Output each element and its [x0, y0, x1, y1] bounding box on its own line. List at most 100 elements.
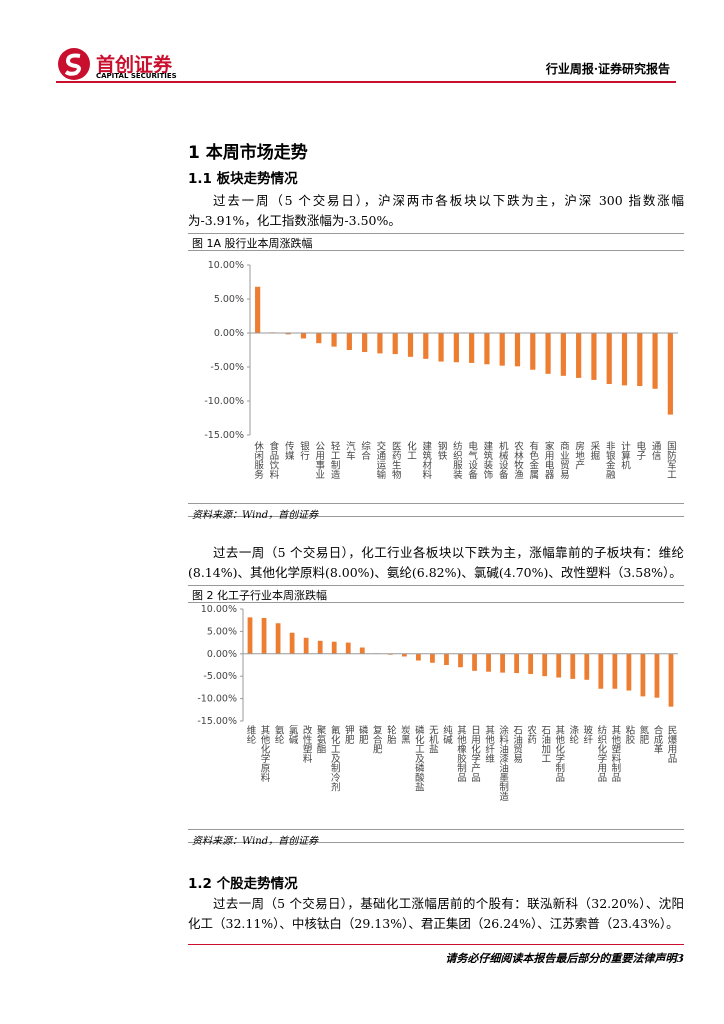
bar — [514, 333, 521, 367]
bar — [438, 333, 444, 362]
x-tick-label: 聚氨酯 — [315, 725, 327, 754]
x-tick-label: 国防军工 — [665, 441, 677, 479]
bar — [392, 333, 398, 355]
x-tick-label: 纺织服装 — [451, 440, 463, 480]
footer: 请务必仔细阅读本报告最后部分的重要法律声明3 — [445, 952, 684, 965]
x-tick-label: 计算机 — [619, 440, 631, 470]
bar — [667, 333, 673, 415]
x-tick-label: 电子 — [634, 440, 646, 460]
bar — [423, 333, 429, 359]
x-tick-label: 涤纶 — [567, 724, 579, 744]
x-tick-label: 其他橡胶制品 — [455, 725, 467, 783]
x-tick-label: 玻纤 — [581, 724, 593, 745]
bar — [377, 333, 383, 354]
y-tick-label: 10.00% — [208, 260, 244, 271]
bar — [598, 653, 604, 689]
bar — [331, 641, 337, 654]
heading: 1 本周市场走势 — [188, 143, 308, 163]
bar — [591, 333, 597, 380]
figure-source: 资料来源：Wind，首创证券 — [188, 829, 684, 849]
bar — [317, 640, 323, 654]
bar — [331, 333, 337, 347]
bar — [514, 653, 520, 674]
paragraph: 过去一周（5 个交易日），基础化工涨幅居前的个股有：联泓新科（32.20%）、沈… — [188, 896, 684, 931]
heading: 1.2 个股走势情况 — [188, 876, 298, 892]
chart: 10.00% 5.00% 0.00% -5.00% -10.00% -15.00% 休闲服务… — [204, 260, 678, 480]
bar — [300, 333, 307, 339]
x-tick-label: 钾肥 — [343, 724, 355, 745]
paragraph: 过去一周（5 个交易日），化工行业各板块以下跌为主，涨幅靠前的子板块有：维纶(8… — [188, 545, 684, 580]
x-tick-label: 氟化工及制冷剂 — [329, 724, 341, 792]
x-tick-label: 家用电器 — [543, 440, 555, 479]
bar — [346, 333, 352, 350]
bar — [637, 333, 643, 387]
x-tick-label: 传媒 — [283, 440, 295, 461]
bar — [484, 333, 490, 365]
x-tick-label: 氯碱 — [287, 724, 299, 745]
y-tick-label: -10.00% — [197, 694, 237, 705]
y-tick-label: -5.00% — [203, 671, 237, 682]
x-tick-label: 涂料油漆油墨制造 — [497, 724, 509, 802]
bar — [654, 653, 660, 698]
bar — [469, 333, 475, 363]
x-tick-label: 综合 — [359, 440, 371, 461]
x-tick-label: 无机盐 — [427, 725, 439, 754]
figure: 图 1A 股行业本周涨跌幅 10.00% 5.00% 0.00% -5.00% -10.… — [188, 233, 684, 521]
bar — [486, 653, 491, 672]
x-tick-label: 纺织化学用品 — [595, 724, 607, 783]
x-tick-label: 有色金属 — [527, 440, 539, 480]
bar — [530, 333, 536, 370]
y-tick-label: 10.00% — [201, 604, 237, 615]
x-tick-label: 其他化学原料 — [259, 725, 271, 783]
y-tick-label: -15.00% — [197, 716, 237, 727]
bar — [528, 653, 534, 674]
bar — [621, 333, 628, 386]
bar — [500, 653, 505, 673]
y-tick-label: 5.00% — [214, 294, 244, 305]
logo-icon — [58, 48, 90, 80]
x-tick-label: 化工 — [405, 440, 417, 460]
x-tick-label: 通信 — [650, 441, 662, 461]
x-tick-label: 其他纤维 — [483, 725, 495, 764]
x-tick-label: 轮胎 — [385, 724, 397, 745]
y-tick-label: 5.00% — [207, 626, 237, 637]
x-tick-label: 汽车 — [344, 440, 356, 461]
bar — [606, 333, 612, 384]
bar — [303, 637, 309, 654]
bar — [545, 333, 551, 374]
y-tick-label: -15.00% — [204, 430, 244, 441]
bar — [458, 653, 463, 668]
bar — [416, 653, 421, 661]
bar — [275, 623, 281, 654]
y-tick-label: -5.00% — [210, 362, 244, 373]
y-tick-label: -10.00% — [204, 396, 244, 407]
x-tick-label: 氨纶 — [273, 724, 285, 744]
bar — [345, 642, 351, 654]
x-tick-label: 银行 — [298, 440, 310, 461]
logo-en: CAPITAL SECURITIES — [96, 72, 177, 80]
report-type: 行业周报·证券研究报告 — [545, 62, 670, 76]
figure-title: 图 2 化工子行业本周涨跌幅 — [188, 586, 684, 603]
y-tick-label: 0.00% — [214, 328, 244, 339]
x-tick-label: 商业贸易 — [558, 440, 570, 480]
footer-rule — [188, 944, 684, 945]
x-tick-label: 其他化学制品 — [553, 725, 565, 783]
bar — [289, 632, 295, 654]
bar — [453, 333, 459, 363]
x-tick-label: 合成革 — [651, 724, 663, 754]
x-tick-label: 其他塑料制品 — [609, 725, 621, 783]
bar — [362, 333, 368, 353]
bar — [444, 653, 449, 665]
x-tick-label: 电气设备 — [466, 440, 478, 480]
bar — [499, 333, 505, 366]
x-tick-label: 日用化学产品 — [469, 725, 481, 783]
x-tick-label: 民爆用品 — [665, 725, 677, 764]
figure: 图 2 化工子行业本周涨跌幅 10.00% 5.00% 0.00% -5.00% -10… — [188, 585, 684, 847]
bar — [640, 653, 646, 697]
bar — [261, 617, 267, 654]
figure-source: 资料来源：Wind，首创证券 — [188, 503, 684, 523]
x-tick-label: 纯碱 — [441, 724, 453, 745]
x-tick-label: 休闲服务 — [252, 440, 264, 480]
paragraph: 过去一周（5 个交易日），沪深两市各板块以下跌为主，沪深 300 指数涨幅为-3… — [188, 193, 684, 228]
